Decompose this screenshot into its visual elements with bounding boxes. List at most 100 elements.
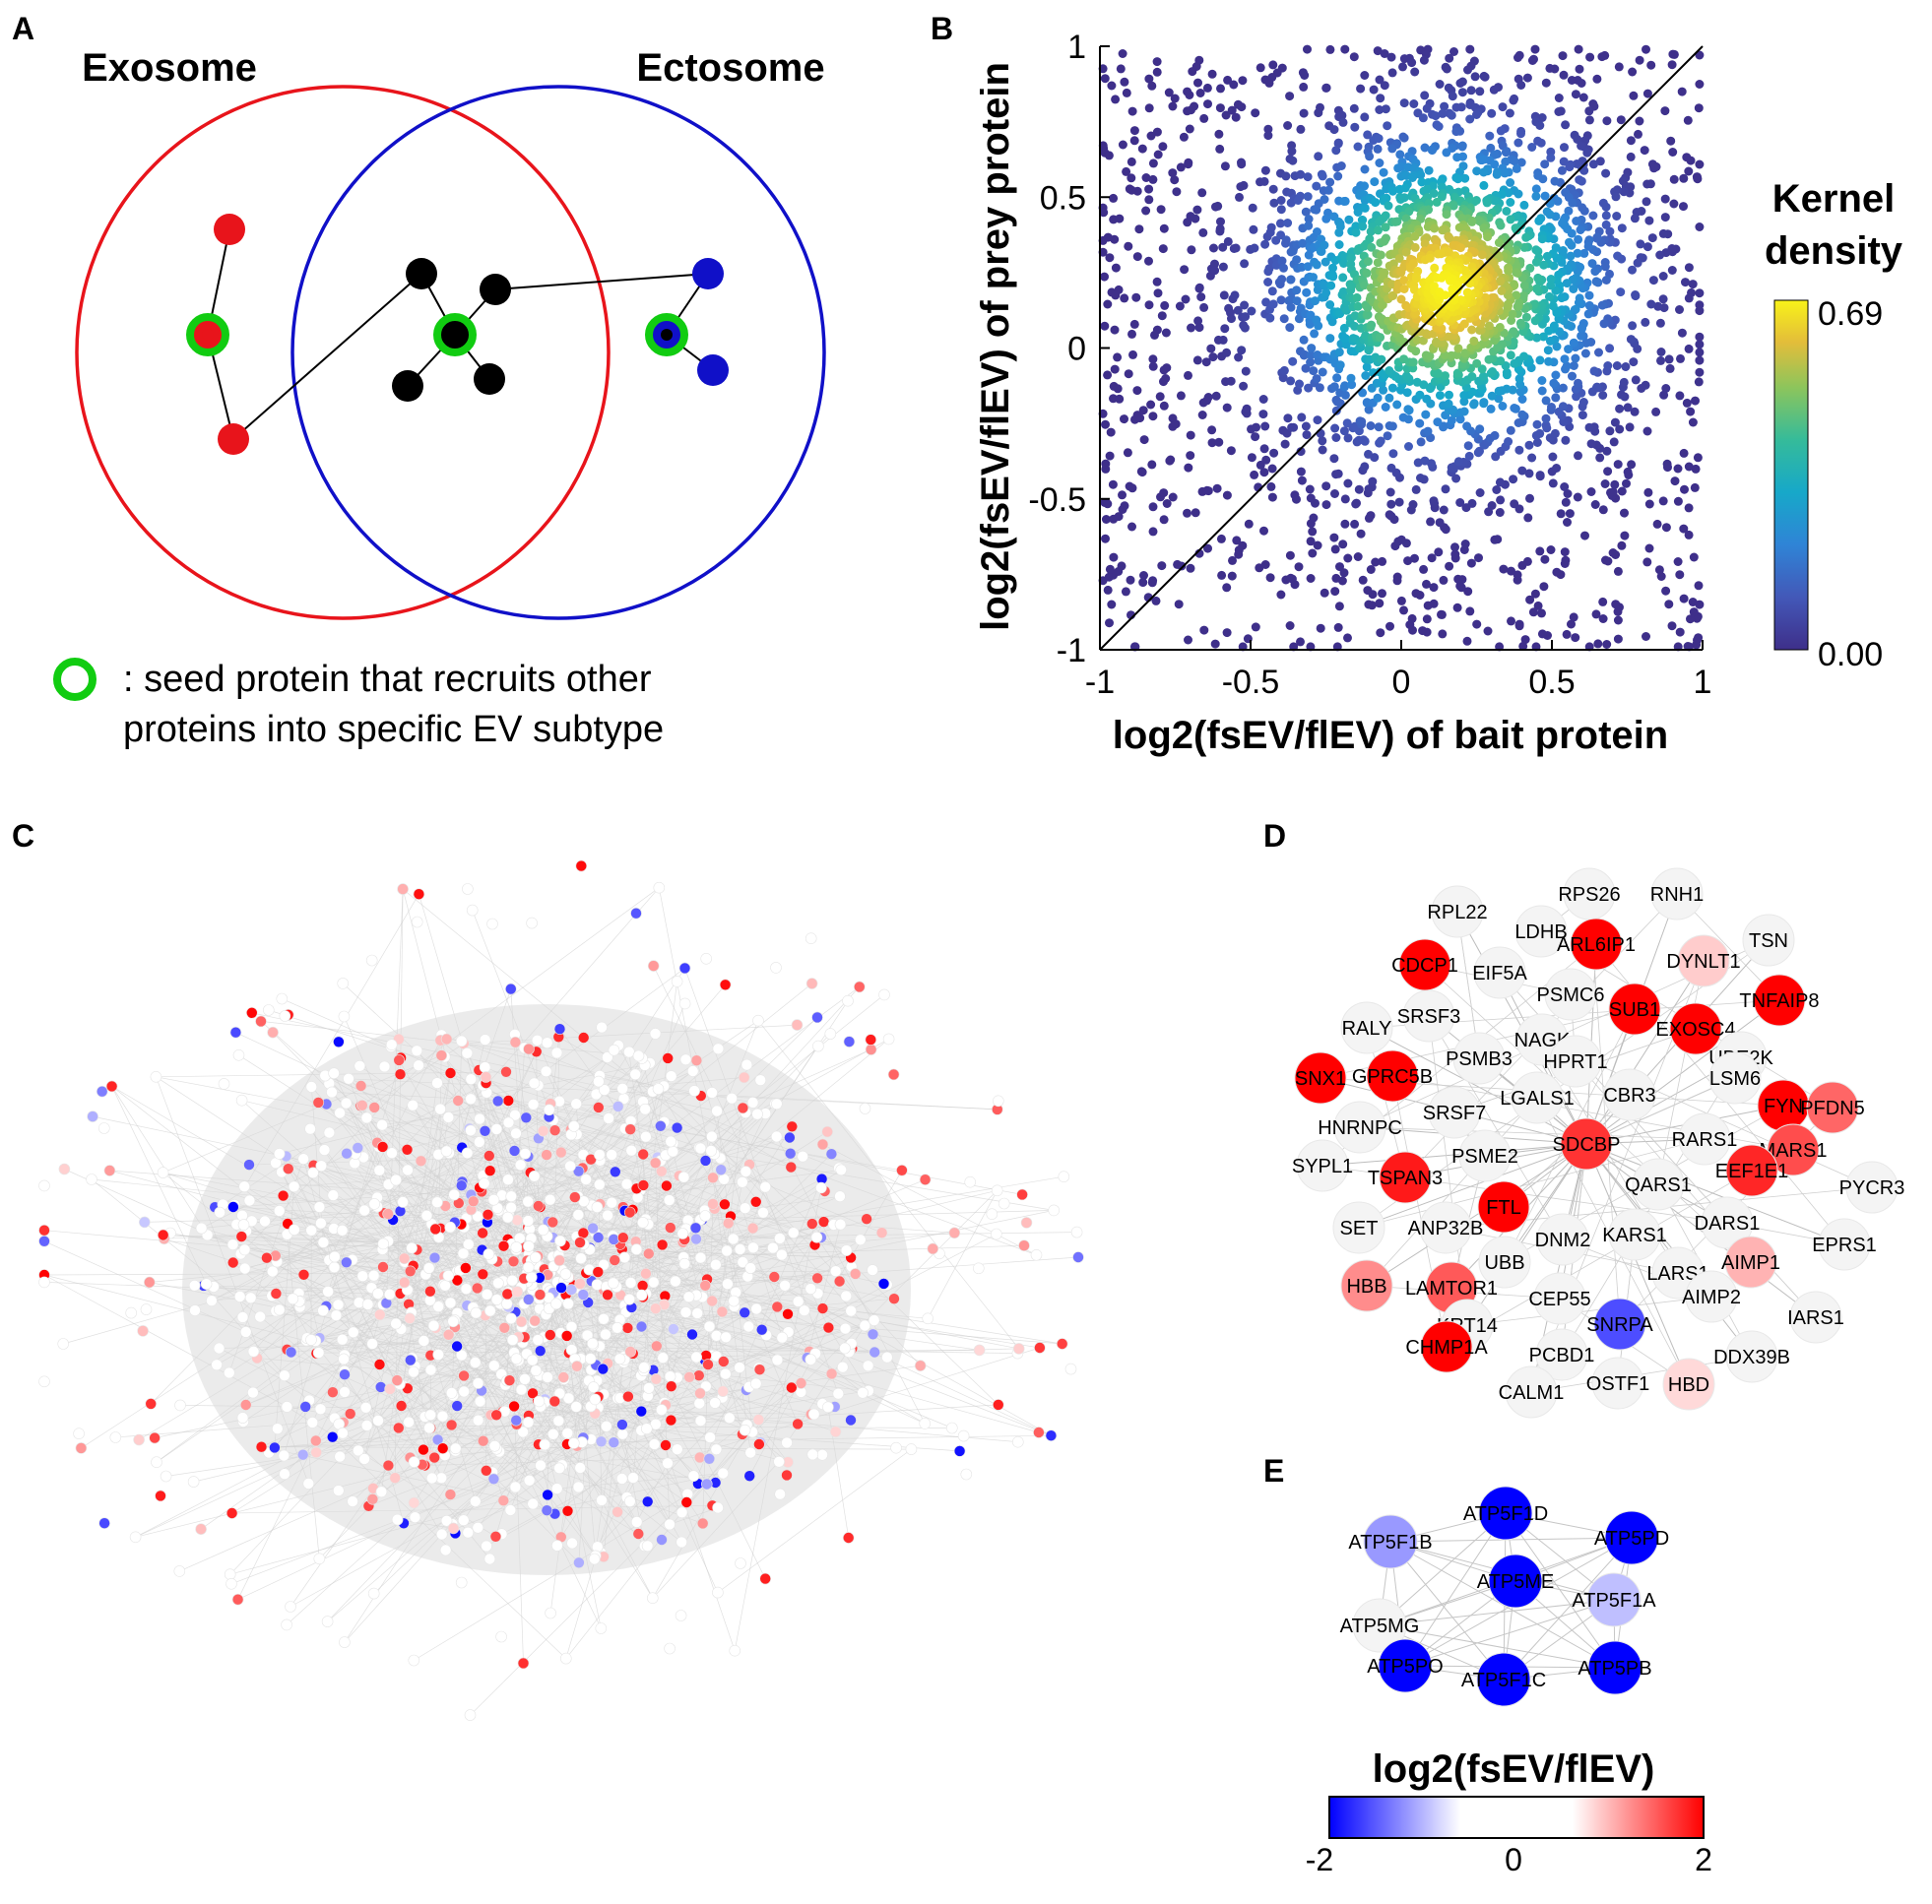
scatter-point [1514,374,1524,384]
network-node [431,1196,443,1208]
network-node [427,1319,440,1332]
scatter-point [1181,294,1191,304]
scatter-point [1668,148,1678,157]
scatter-point [1110,234,1120,244]
scatter-point [1601,220,1611,229]
network-node [875,1227,888,1238]
network-node [376,1141,389,1153]
scatter-point [1415,418,1425,428]
scatter-point [1331,406,1341,415]
scatter-point [1653,301,1663,311]
scatter-point [1335,309,1345,319]
scatter-point [1120,293,1129,303]
network-node [699,1155,712,1167]
scatter-point [1392,400,1402,410]
scatter-point [1388,449,1398,459]
scatter-point [1480,292,1490,302]
network-node [555,1282,567,1294]
network-node [561,1505,574,1517]
network-node [822,1321,835,1334]
network-node [492,1277,504,1290]
panel-d-edge [1585,1077,1736,1145]
scatter-point [1220,161,1230,171]
scatter-point [1161,374,1171,383]
scatter-point [1507,566,1515,576]
scatter-point [1267,492,1277,502]
scatter-point [1400,183,1410,193]
network-node [471,1282,483,1295]
scatter-point [1683,642,1693,651]
scatter-point [1365,152,1375,161]
scatter-point [1667,266,1677,275]
network-node [656,1238,669,1251]
scatter-point [1241,366,1251,376]
network-node [444,1489,457,1500]
scatter-point [1527,56,1537,65]
network-node [404,1265,417,1278]
scatter-point [1512,268,1521,278]
panel-d-node-label: LDHB [1514,921,1567,943]
network-node [786,1120,799,1133]
scatter-point [1462,636,1472,646]
scatter-point [1180,265,1190,275]
scatter-point [1520,304,1530,313]
network-node [770,1098,783,1111]
network-node [211,1359,223,1371]
scatter-point [1588,211,1598,221]
network-node [553,1254,566,1267]
network-node [321,1616,334,1627]
network-node [407,1099,419,1111]
scatter-point [1301,207,1311,217]
scatter-point [1487,108,1497,118]
scatter-point [1656,355,1665,365]
scatter-point [1422,394,1432,404]
scatter-point [1411,589,1421,599]
scatter-point [1523,513,1533,523]
network-node [842,1532,855,1544]
scatter-point [1159,223,1169,233]
panel-e-node-circle [1604,1510,1659,1565]
scatter-point [1376,436,1385,446]
scatter-point [1409,285,1419,294]
scatter-point [1462,421,1472,431]
scatter-point [1141,173,1151,182]
network-node [664,1518,676,1531]
scatter-point [1304,215,1314,223]
network-node [739,1202,751,1214]
network-node [817,1216,830,1228]
network-node [402,1164,414,1176]
scatter-point [1214,129,1224,139]
network-node [236,1311,249,1323]
network-node [805,1218,818,1230]
scatter-point [1634,129,1642,139]
network-node [408,1365,419,1378]
scatter-point [1404,442,1413,451]
scatter-point [1381,222,1390,232]
scatter-point [1144,74,1154,84]
network-node [896,1165,908,1176]
scatter-point [1303,192,1313,202]
network-node [919,1174,932,1185]
network-node [224,1568,236,1580]
network-node [703,1453,716,1465]
scatter-point [1565,162,1575,172]
network-edge [111,1086,208,1236]
network-node [770,1130,783,1143]
scatter-point [1275,219,1285,228]
scatter-point [1479,180,1489,190]
network-node [624,1123,637,1135]
scatter-point [1504,266,1513,276]
network-node [544,1329,556,1341]
scatter-point [1314,321,1323,331]
network-node [554,1146,567,1159]
network-node [853,981,866,993]
ectosome-circle [290,85,826,620]
scatter-point [1193,78,1202,88]
scatter-point [1411,274,1421,284]
scatter-point [1306,493,1316,503]
network-node [635,1405,648,1418]
scatter-point [1366,226,1376,236]
network-node [519,1148,532,1160]
scatter-point [1128,349,1137,359]
scatter-point [1498,402,1508,411]
